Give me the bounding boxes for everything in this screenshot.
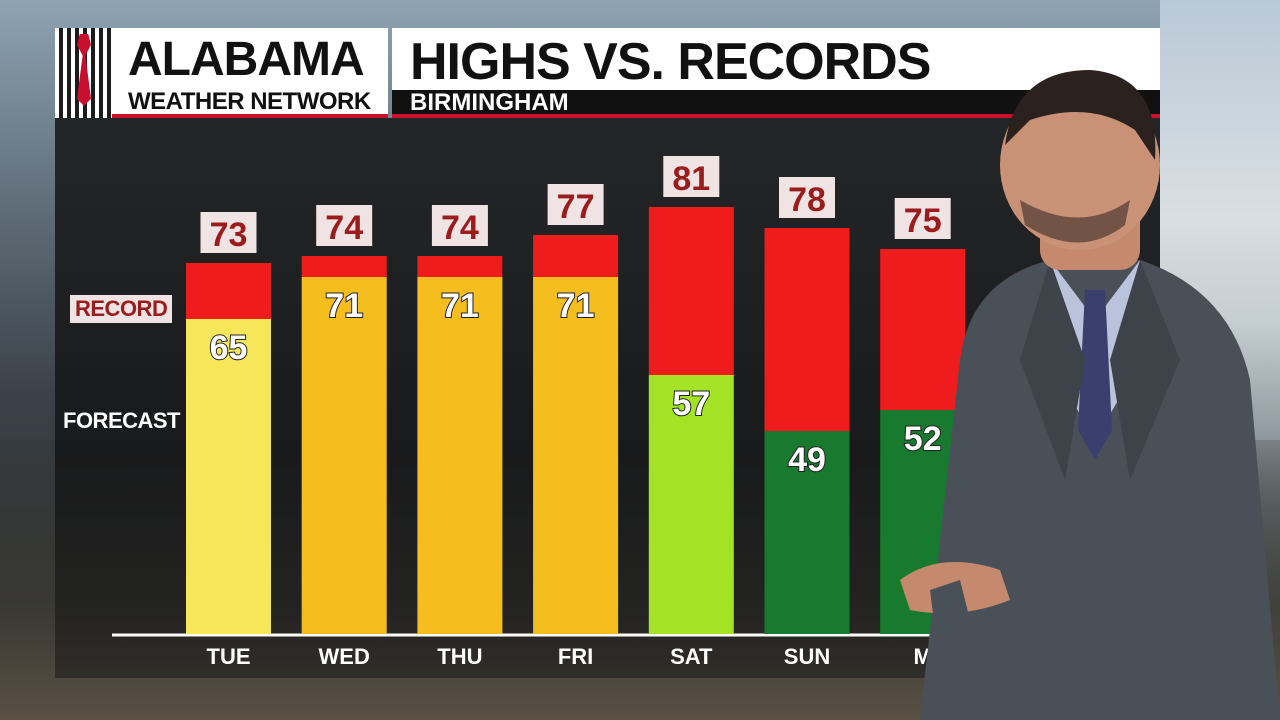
- record-bar: [417, 256, 503, 277]
- forecast-value-label: 57: [672, 385, 710, 423]
- record-bar: [764, 228, 850, 431]
- forecast-bar: [764, 431, 850, 634]
- day-label: SAT: [670, 644, 713, 669]
- forecast-value-label: 65: [210, 329, 248, 367]
- record-bar: [533, 235, 619, 277]
- brand-box: ALABAMA WEATHER NETWORK: [112, 28, 388, 118]
- record-value-box: [316, 205, 373, 246]
- forecast-bar: [186, 319, 271, 634]
- alabama-flag-logo: [55, 28, 112, 118]
- record-value-label: 74: [325, 209, 363, 247]
- forecast-value-label: 49: [788, 441, 826, 479]
- record-value-label: 75: [904, 202, 942, 240]
- record-value-box: [547, 184, 604, 225]
- record-value-label: 81: [672, 160, 710, 198]
- forecast-bar: [648, 375, 734, 634]
- location-subtitle: BIRMINGHAM: [410, 89, 569, 116]
- record-value-box: [894, 198, 951, 239]
- forecast-value-label: 71: [441, 287, 479, 325]
- record-bar: [648, 207, 734, 375]
- record-value-box: [779, 177, 835, 218]
- record-value-label: 73: [210, 216, 248, 254]
- day-label: WED: [319, 644, 370, 669]
- forecast-value-label: 71: [557, 287, 595, 325]
- forecast-value-label: 52: [904, 420, 942, 458]
- forecast-bar: [533, 277, 619, 634]
- chart-title: HIGHS VS. RECORDS: [410, 33, 931, 91]
- record-value-box: [663, 156, 720, 197]
- presenter-image: [900, 70, 1280, 720]
- record-value-label: 78: [788, 181, 826, 219]
- forecast-bar: [301, 277, 387, 634]
- day-label: TUE: [207, 644, 251, 669]
- record-bar: [186, 263, 271, 319]
- title-box: HIGHS VS. RECORDS: [392, 28, 1160, 91]
- record-legend-label: RECORD: [70, 295, 173, 323]
- record-value-label: 77: [557, 188, 595, 226]
- day-label: FRI: [558, 644, 593, 669]
- forecast-legend-label: FORECAST: [63, 408, 181, 433]
- record-value-box: [200, 212, 257, 253]
- record-bar: [301, 256, 387, 277]
- day-label: THU: [437, 644, 482, 669]
- forecast-bar: [417, 277, 503, 634]
- record-value-label: 74: [441, 209, 479, 247]
- record-bar: [880, 249, 966, 410]
- brand-name: ALABAMA: [128, 33, 365, 86]
- record-value-box: [431, 205, 488, 246]
- day-label: SUN: [784, 644, 830, 669]
- forecast-value-label: 71: [325, 287, 363, 325]
- brand-network: WEATHER NETWORK: [128, 88, 371, 115]
